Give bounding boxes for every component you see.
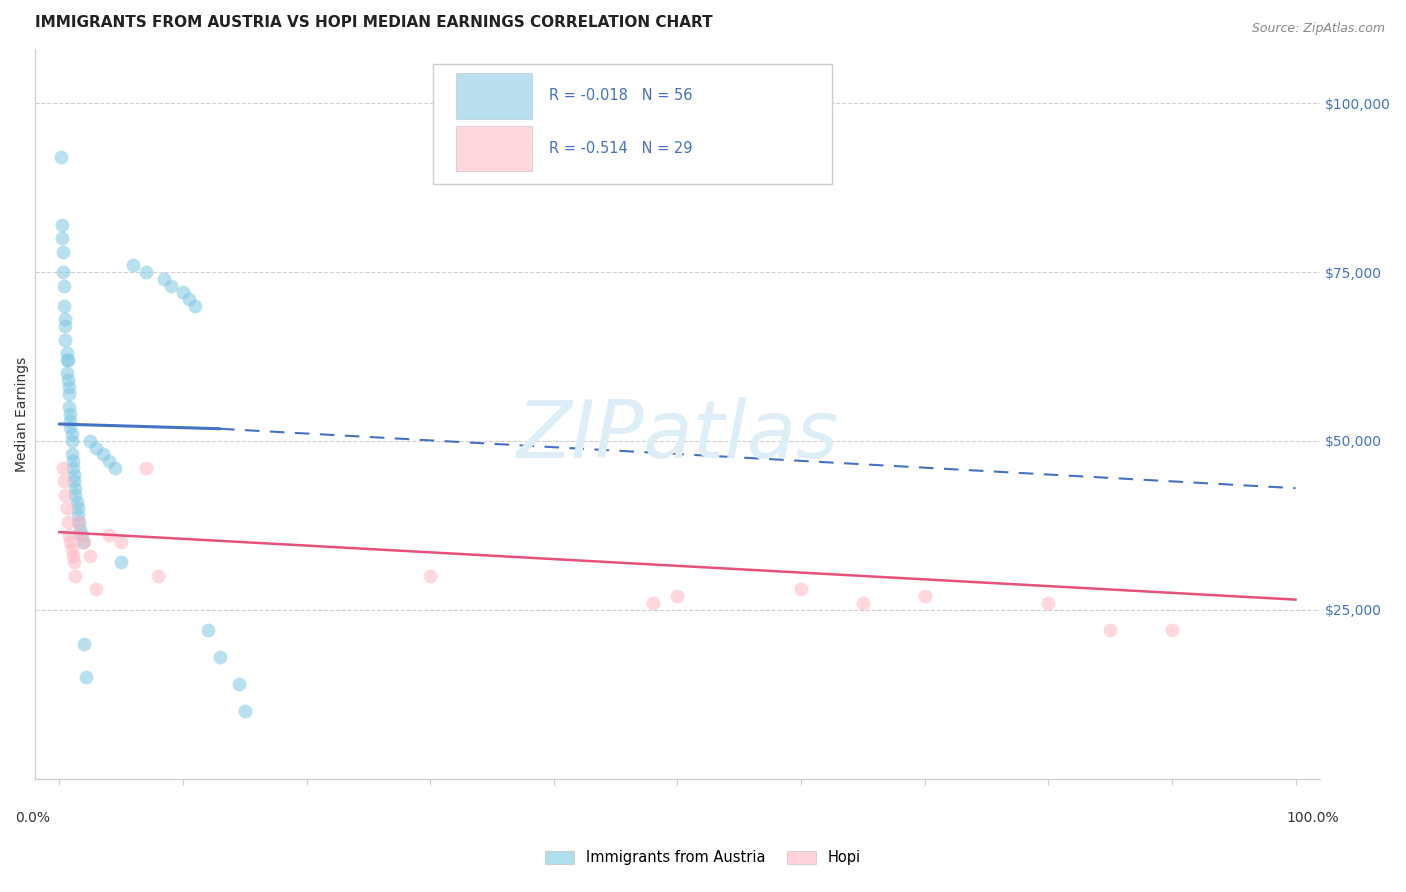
Point (76, 670, 98, 684)
Point (135, 265, 157, 279)
Point (73, 636, 96, 650)
Point (65, 488, 87, 502)
Point (65, 481, 87, 495)
Point (63, 556, 86, 570)
Point (172, 285, 194, 300)
Point (86, 441, 108, 455)
Point (91, 447, 114, 461)
Text: ZIPatlas: ZIPatlas (516, 397, 838, 475)
Text: IMMIGRANTS FROM AUSTRIA VS HOPI MEDIAN EARNINGS CORRELATION CHART: IMMIGRANTS FROM AUSTRIA VS HOPI MEDIAN E… (35, 15, 713, 30)
Point (59, 420, 82, 434)
Point (97, 528, 120, 542)
Point (55, 367, 77, 381)
Point (60, 541, 83, 556)
Point (66, 515, 89, 529)
Point (159, 278, 181, 293)
Point (122, 258, 145, 272)
Point (58, 386, 80, 401)
Point (66, 501, 89, 516)
Point (55, 488, 77, 502)
Point (59, 407, 82, 421)
Point (60, 427, 83, 442)
Point (79, 549, 101, 563)
Point (641, 596, 664, 610)
Point (79, 434, 101, 448)
FancyBboxPatch shape (457, 73, 531, 119)
Point (66, 508, 89, 523)
Point (51, 231, 73, 245)
Point (63, 475, 86, 489)
Point (86, 582, 108, 597)
FancyBboxPatch shape (457, 126, 531, 171)
Point (65, 494, 87, 508)
Point (60, 447, 83, 461)
Point (58, 380, 80, 394)
Point (65, 569, 87, 583)
Point (52, 265, 75, 279)
Point (55, 352, 77, 367)
Point (52, 244, 75, 259)
Point (55, 501, 77, 516)
Point (53, 299, 76, 313)
Point (852, 596, 875, 610)
Point (55, 333, 77, 347)
Point (419, 569, 441, 583)
Point (53, 278, 76, 293)
Point (73, 535, 96, 549)
Point (52, 461, 75, 475)
Y-axis label: Median Earnings: Median Earnings (15, 356, 30, 472)
Point (1161, 623, 1184, 637)
Point (60, 434, 83, 448)
Point (97, 454, 120, 468)
Point (69, 522, 91, 536)
Point (55, 312, 77, 326)
Point (56, 515, 79, 529)
Text: R = -0.514   N = 29: R = -0.514 N = 29 (548, 141, 692, 156)
Text: Source: ZipAtlas.com: Source: ZipAtlas.com (1251, 22, 1385, 36)
Point (69, 528, 91, 542)
Point (184, 299, 207, 313)
Point (135, 461, 157, 475)
Point (153, 272, 176, 286)
Point (56, 373, 79, 387)
Point (59, 414, 82, 428)
Point (666, 589, 689, 603)
Point (56, 352, 79, 367)
Point (67, 515, 90, 529)
Point (1038, 596, 1060, 610)
Point (790, 582, 813, 597)
Point (51, 218, 73, 232)
Point (104, 461, 127, 475)
Point (62, 461, 84, 475)
Point (228, 677, 250, 691)
Point (72, 535, 94, 549)
Legend: Immigrants from Austria, Hopi: Immigrants from Austria, Hopi (538, 845, 868, 871)
Point (208, 650, 231, 665)
Point (70, 528, 93, 542)
Point (62, 454, 84, 468)
Point (148, 569, 170, 583)
Point (49, 150, 72, 164)
Point (58, 400, 80, 414)
Point (55, 346, 77, 360)
Point (58, 528, 80, 542)
Point (177, 292, 200, 306)
Point (197, 623, 219, 637)
FancyBboxPatch shape (433, 64, 832, 184)
Point (55, 319, 77, 334)
Point (1099, 623, 1122, 637)
Point (63, 467, 86, 482)
Point (59, 535, 82, 549)
Point (233, 704, 256, 718)
Text: 100.0%: 100.0% (1286, 812, 1340, 825)
Point (110, 535, 132, 549)
Text: 0.0%: 0.0% (15, 812, 51, 825)
Point (914, 589, 936, 603)
Point (110, 556, 132, 570)
Point (62, 549, 84, 563)
Point (53, 475, 76, 489)
Text: R = -0.018   N = 56: R = -0.018 N = 56 (548, 88, 692, 103)
